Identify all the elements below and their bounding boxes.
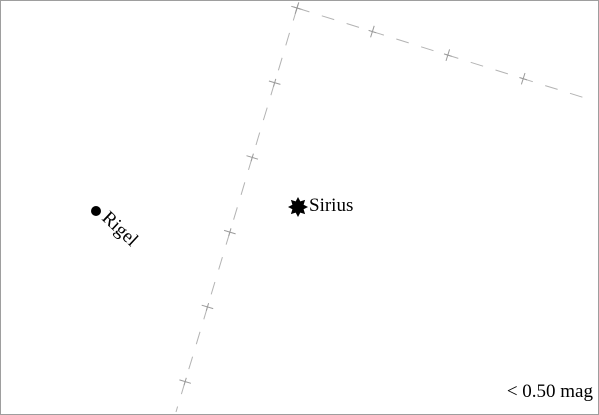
ra-grid-tick bbox=[183, 377, 187, 386]
star-label-rigel: Rigel bbox=[98, 207, 142, 250]
star-sirius[interactable]: Sirius bbox=[288, 195, 353, 217]
dec-grid-tick bbox=[443, 53, 452, 57]
dec-grid-dash bbox=[470, 61, 484, 67]
ra-grid-dash bbox=[210, 281, 216, 295]
dec-grid-tick bbox=[293, 6, 301, 10]
ra-grid-dash bbox=[285, 32, 290, 46]
ra-grid-dash bbox=[233, 207, 238, 220]
dec-grid-dash bbox=[545, 85, 558, 90]
grid-line-declination bbox=[293, 2, 583, 98]
ra-grid-dash bbox=[188, 356, 194, 370]
ra-grid-dash bbox=[255, 132, 261, 146]
ra-grid-dash bbox=[175, 406, 179, 413]
dec-grid-dash bbox=[346, 23, 360, 28]
dec-grid-tick bbox=[368, 29, 377, 34]
ra-grid-dash bbox=[218, 256, 223, 270]
star-burst-icon bbox=[288, 197, 308, 217]
dec-grid-dash bbox=[495, 69, 509, 75]
dec-grid-dash bbox=[569, 92, 583, 98]
ra-grid-tick bbox=[250, 153, 254, 162]
dec-grid-tick bbox=[519, 77, 528, 81]
filled-circle-icon bbox=[91, 206, 101, 216]
star-rigel[interactable]: Rigel bbox=[91, 206, 142, 251]
dec-grid-dash bbox=[420, 46, 434, 52]
ra-grid-dash bbox=[277, 57, 283, 71]
ra-grid-tick bbox=[205, 302, 210, 311]
magnitude-limit-label: < 0.50 mag bbox=[507, 381, 594, 402]
ra-grid-dash bbox=[262, 107, 268, 121]
dec-grid-dash bbox=[321, 15, 335, 21]
ra-grid-dash bbox=[240, 182, 246, 195]
ra-grid-tick bbox=[228, 228, 232, 237]
star-label-sirius: Sirius bbox=[309, 195, 353, 216]
ra-grid-dash bbox=[195, 331, 201, 345]
ra-grid-tick bbox=[273, 78, 277, 87]
grid-line-right-ascension bbox=[175, 4, 303, 413]
dec-grid-dash bbox=[396, 38, 409, 44]
